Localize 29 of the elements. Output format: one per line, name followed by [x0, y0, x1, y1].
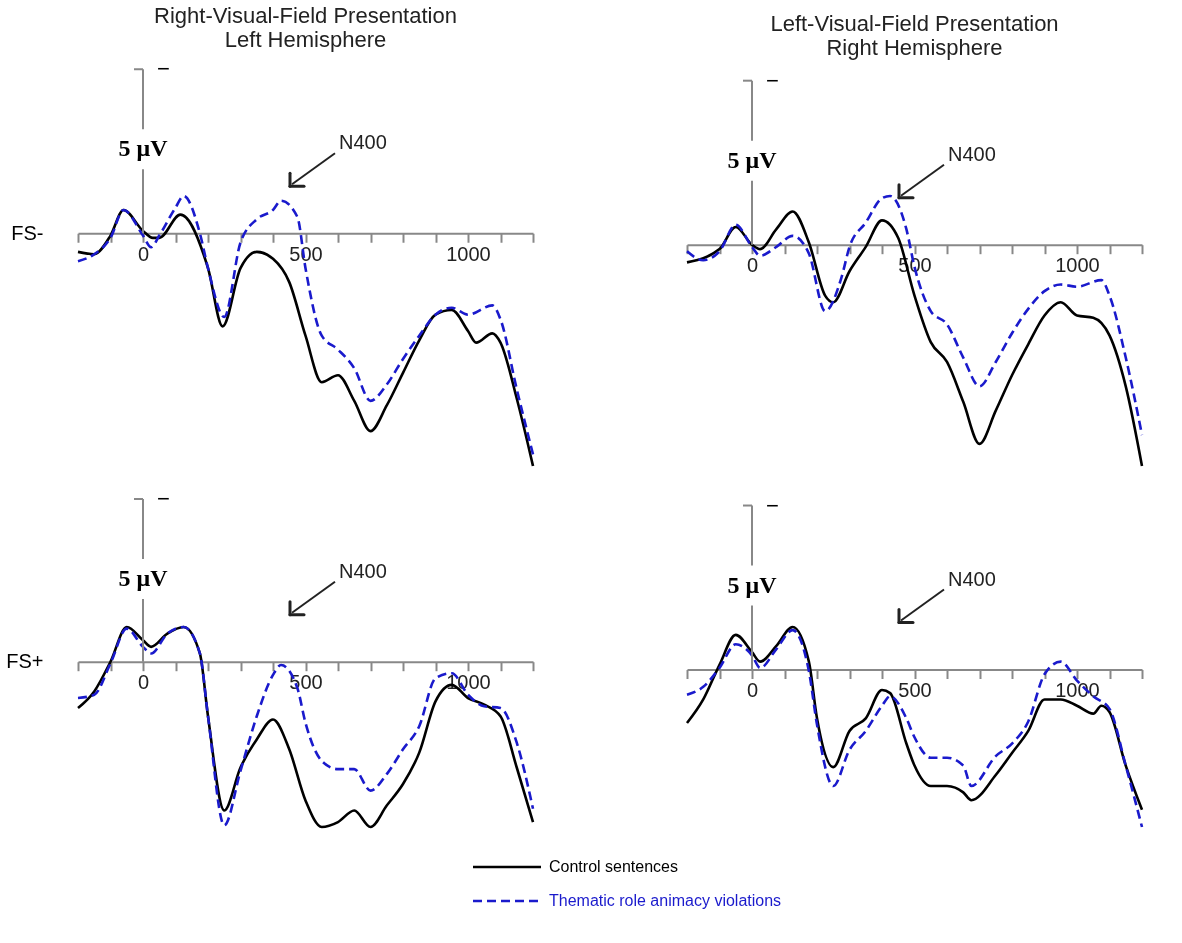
- legend-label: Thematic role animacy violations: [549, 892, 782, 909]
- text: −: [157, 56, 170, 82]
- text: N400: [948, 142, 996, 165]
- x-tick-label: 0: [137, 671, 150, 694]
- y-axis-title: FS+: [6, 650, 44, 673]
- y-axis-title: FS-: [11, 221, 44, 244]
- text: N400: [339, 131, 387, 154]
- legend-label: Control sentences: [549, 858, 678, 875]
- text: 5 μV: [727, 146, 778, 173]
- x-tick-label: 500: [898, 679, 932, 702]
- x-tick-label: 1000: [1055, 254, 1100, 277]
- x-tick-label: 500: [289, 671, 323, 694]
- chart-title: Left-Visual-Field Presentation Right Hemisphere: [770, 11, 1059, 60]
- text: N400: [948, 567, 996, 590]
- x-tick-label: 1000: [446, 671, 491, 694]
- x-tick-label: 1000: [1055, 679, 1100, 702]
- x-tick-label: 500: [289, 242, 323, 265]
- text: −: [157, 486, 170, 511]
- text: −: [766, 67, 779, 93]
- x-tick-label: 0: [746, 254, 759, 277]
- text: 5 μV: [727, 571, 778, 598]
- chart-title: Right-Visual-Field Presentation Left Hemisphere: [154, 3, 457, 53]
- text: 5 μV: [118, 565, 169, 591]
- text: 5 μV: [118, 135, 169, 162]
- x-tick-label: 1000: [446, 242, 491, 265]
- x-tick-label: 0: [137, 242, 150, 265]
- x-tick-label: 0: [746, 679, 759, 702]
- text: −: [766, 492, 779, 518]
- text: N400: [339, 559, 387, 582]
